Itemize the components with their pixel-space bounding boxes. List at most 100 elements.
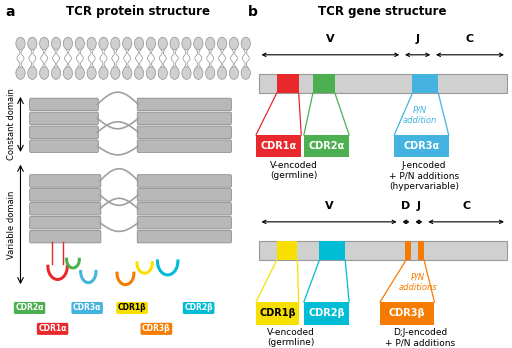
FancyBboxPatch shape <box>30 98 98 111</box>
FancyBboxPatch shape <box>137 175 231 187</box>
FancyBboxPatch shape <box>137 203 231 215</box>
Text: J-encoded
+ P/N additions
(hypervariable): J-encoded + P/N additions (hypervariable… <box>389 161 459 191</box>
Circle shape <box>75 37 84 50</box>
Circle shape <box>122 67 132 79</box>
Text: V: V <box>326 34 335 45</box>
Circle shape <box>194 67 203 79</box>
Bar <box>319 241 345 260</box>
Circle shape <box>229 67 239 79</box>
FancyBboxPatch shape <box>137 140 231 152</box>
Circle shape <box>16 37 25 50</box>
Bar <box>413 74 438 93</box>
Circle shape <box>218 67 227 79</box>
Bar <box>276 74 298 93</box>
Bar <box>259 74 507 93</box>
FancyBboxPatch shape <box>30 189 101 201</box>
FancyBboxPatch shape <box>30 175 101 187</box>
Circle shape <box>194 37 203 50</box>
FancyBboxPatch shape <box>137 230 231 243</box>
Text: CDR1α: CDR1α <box>261 141 297 151</box>
Circle shape <box>99 37 108 50</box>
FancyBboxPatch shape <box>137 189 231 201</box>
Circle shape <box>39 37 49 50</box>
Circle shape <box>99 67 108 79</box>
Text: TCR gene structure: TCR gene structure <box>318 5 447 18</box>
Circle shape <box>206 67 215 79</box>
Circle shape <box>218 37 227 50</box>
Circle shape <box>146 37 156 50</box>
FancyBboxPatch shape <box>137 112 231 125</box>
Text: Constant domain: Constant domain <box>7 88 16 160</box>
Text: CDR3β: CDR3β <box>142 324 170 333</box>
Circle shape <box>122 37 132 50</box>
Circle shape <box>111 37 120 50</box>
Circle shape <box>170 67 179 79</box>
FancyBboxPatch shape <box>30 140 98 152</box>
Circle shape <box>146 67 156 79</box>
FancyBboxPatch shape <box>137 216 231 229</box>
Bar <box>313 74 335 93</box>
Text: CDR2β: CDR2β <box>184 303 213 313</box>
FancyBboxPatch shape <box>30 216 101 229</box>
Bar <box>276 241 297 260</box>
Text: J: J <box>417 201 421 211</box>
Circle shape <box>39 67 49 79</box>
Bar <box>304 302 349 324</box>
Bar <box>418 241 424 260</box>
FancyBboxPatch shape <box>137 98 231 111</box>
Circle shape <box>206 37 215 50</box>
Text: a: a <box>5 5 15 19</box>
Circle shape <box>111 67 120 79</box>
Circle shape <box>16 67 25 79</box>
Text: CDR2β: CDR2β <box>308 308 345 318</box>
Bar <box>256 135 301 157</box>
Text: CDR2α: CDR2α <box>15 303 44 313</box>
Circle shape <box>241 67 250 79</box>
Circle shape <box>135 37 144 50</box>
Text: D: D <box>401 201 411 211</box>
Text: CDR3α: CDR3α <box>73 303 101 313</box>
Text: J: J <box>416 34 420 45</box>
Text: CDR1α: CDR1α <box>38 324 67 333</box>
FancyBboxPatch shape <box>30 112 98 125</box>
Bar <box>259 241 507 260</box>
Circle shape <box>170 37 179 50</box>
Text: TCR protein structure: TCR protein structure <box>66 5 210 18</box>
Circle shape <box>51 67 60 79</box>
Circle shape <box>241 37 250 50</box>
Text: Variable domain: Variable domain <box>7 190 16 259</box>
Circle shape <box>28 37 37 50</box>
Text: CDR1β: CDR1β <box>259 308 295 318</box>
Bar <box>404 241 411 260</box>
Circle shape <box>63 67 73 79</box>
Circle shape <box>135 67 144 79</box>
FancyBboxPatch shape <box>30 230 101 243</box>
Text: C: C <box>466 34 474 45</box>
Text: P/N
additions: P/N additions <box>398 272 437 292</box>
Text: V: V <box>325 201 333 211</box>
Circle shape <box>158 37 167 50</box>
Bar <box>380 302 434 324</box>
Text: V-encoded
(germline): V-encoded (germline) <box>270 161 317 180</box>
Circle shape <box>229 37 239 50</box>
Circle shape <box>87 67 96 79</box>
Circle shape <box>75 67 84 79</box>
Circle shape <box>182 67 191 79</box>
Text: CDR3β: CDR3β <box>389 308 425 318</box>
Text: D;J-encoded
+ P/N additions
(hypervariable): D;J-encoded + P/N additions (hypervariab… <box>385 328 455 348</box>
Bar <box>394 135 449 157</box>
Text: V-encoded
(germline): V-encoded (germline) <box>267 328 315 347</box>
Circle shape <box>63 37 73 50</box>
Text: CDR3α: CDR3α <box>403 141 440 151</box>
Circle shape <box>158 67 167 79</box>
Text: P/N
addition: P/N addition <box>403 105 437 125</box>
Text: b: b <box>248 5 258 19</box>
FancyBboxPatch shape <box>30 126 98 139</box>
Circle shape <box>28 67 37 79</box>
Text: CDR2α: CDR2α <box>308 141 345 151</box>
Text: CDR1β: CDR1β <box>118 303 146 313</box>
Bar <box>256 302 298 324</box>
Bar <box>304 135 349 157</box>
FancyBboxPatch shape <box>30 203 101 215</box>
Circle shape <box>51 37 60 50</box>
